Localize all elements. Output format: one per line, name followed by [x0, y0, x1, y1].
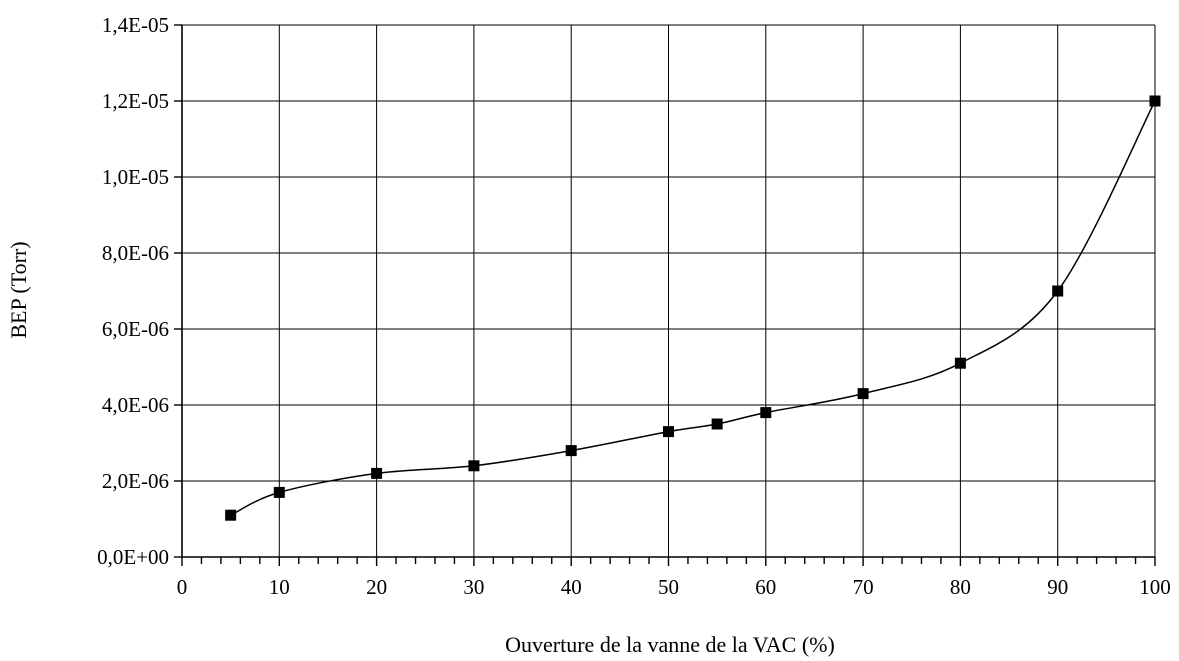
series-line — [230, 100, 1156, 516]
x-axis-ticks: 0 10 20 30 40 50 60 70 80 90 100 — [177, 557, 1171, 599]
data-point-marker — [1149, 95, 1161, 107]
data-point-marker — [760, 407, 772, 419]
y-axis-title: BEP (Torr) — [6, 241, 31, 338]
y-tick-label: 0,0E+00 — [97, 545, 169, 569]
y-tick-label: 2,0E-06 — [102, 469, 169, 493]
x-tick-label: 60 — [755, 575, 776, 599]
x-tick-label: 40 — [561, 575, 582, 599]
data-point-marker — [225, 509, 237, 521]
y-tick-label: 6,0E-06 — [102, 317, 169, 341]
x-tick-label: 90 — [1047, 575, 1068, 599]
y-tick-label: 8,0E-06 — [102, 241, 169, 265]
x-tick-label: 10 — [269, 575, 290, 599]
data-point-marker — [954, 357, 966, 369]
x-tick-label: 100 — [1139, 575, 1171, 599]
data-point-marker — [1052, 285, 1064, 297]
x-tick-label: 50 — [658, 575, 679, 599]
y-tick-label: 1,2E-05 — [102, 89, 169, 113]
data-point-marker — [371, 467, 383, 479]
y-axis-ticks: 0,0E+00 2,0E-06 4,0E-06 6,0E-06 8,0E-06 1,0E-… — [97, 13, 182, 569]
data-series — [225, 95, 1161, 521]
x-tick-label: 30 — [463, 575, 484, 599]
data-point-marker — [857, 388, 869, 400]
y-tick-label: 4,0E-06 — [102, 393, 169, 417]
x-tick-label: 20 — [366, 575, 387, 599]
data-point-marker — [711, 418, 723, 430]
x-axis-title: Ouverture de la vanne de la VAC (%) — [505, 632, 835, 657]
x-tick-label: 70 — [853, 575, 874, 599]
data-point-marker — [273, 486, 285, 498]
data-point-marker — [468, 460, 480, 472]
y-tick-label: 1,4E-05 — [102, 13, 169, 37]
y-tick-label: 1,0E-05 — [102, 165, 169, 189]
data-point-marker — [663, 426, 674, 438]
grid-lines — [182, 24, 1156, 557]
x-tick-label: 0 — [177, 575, 188, 599]
x-tick-label: 80 — [950, 575, 971, 599]
data-point-marker — [565, 445, 577, 457]
